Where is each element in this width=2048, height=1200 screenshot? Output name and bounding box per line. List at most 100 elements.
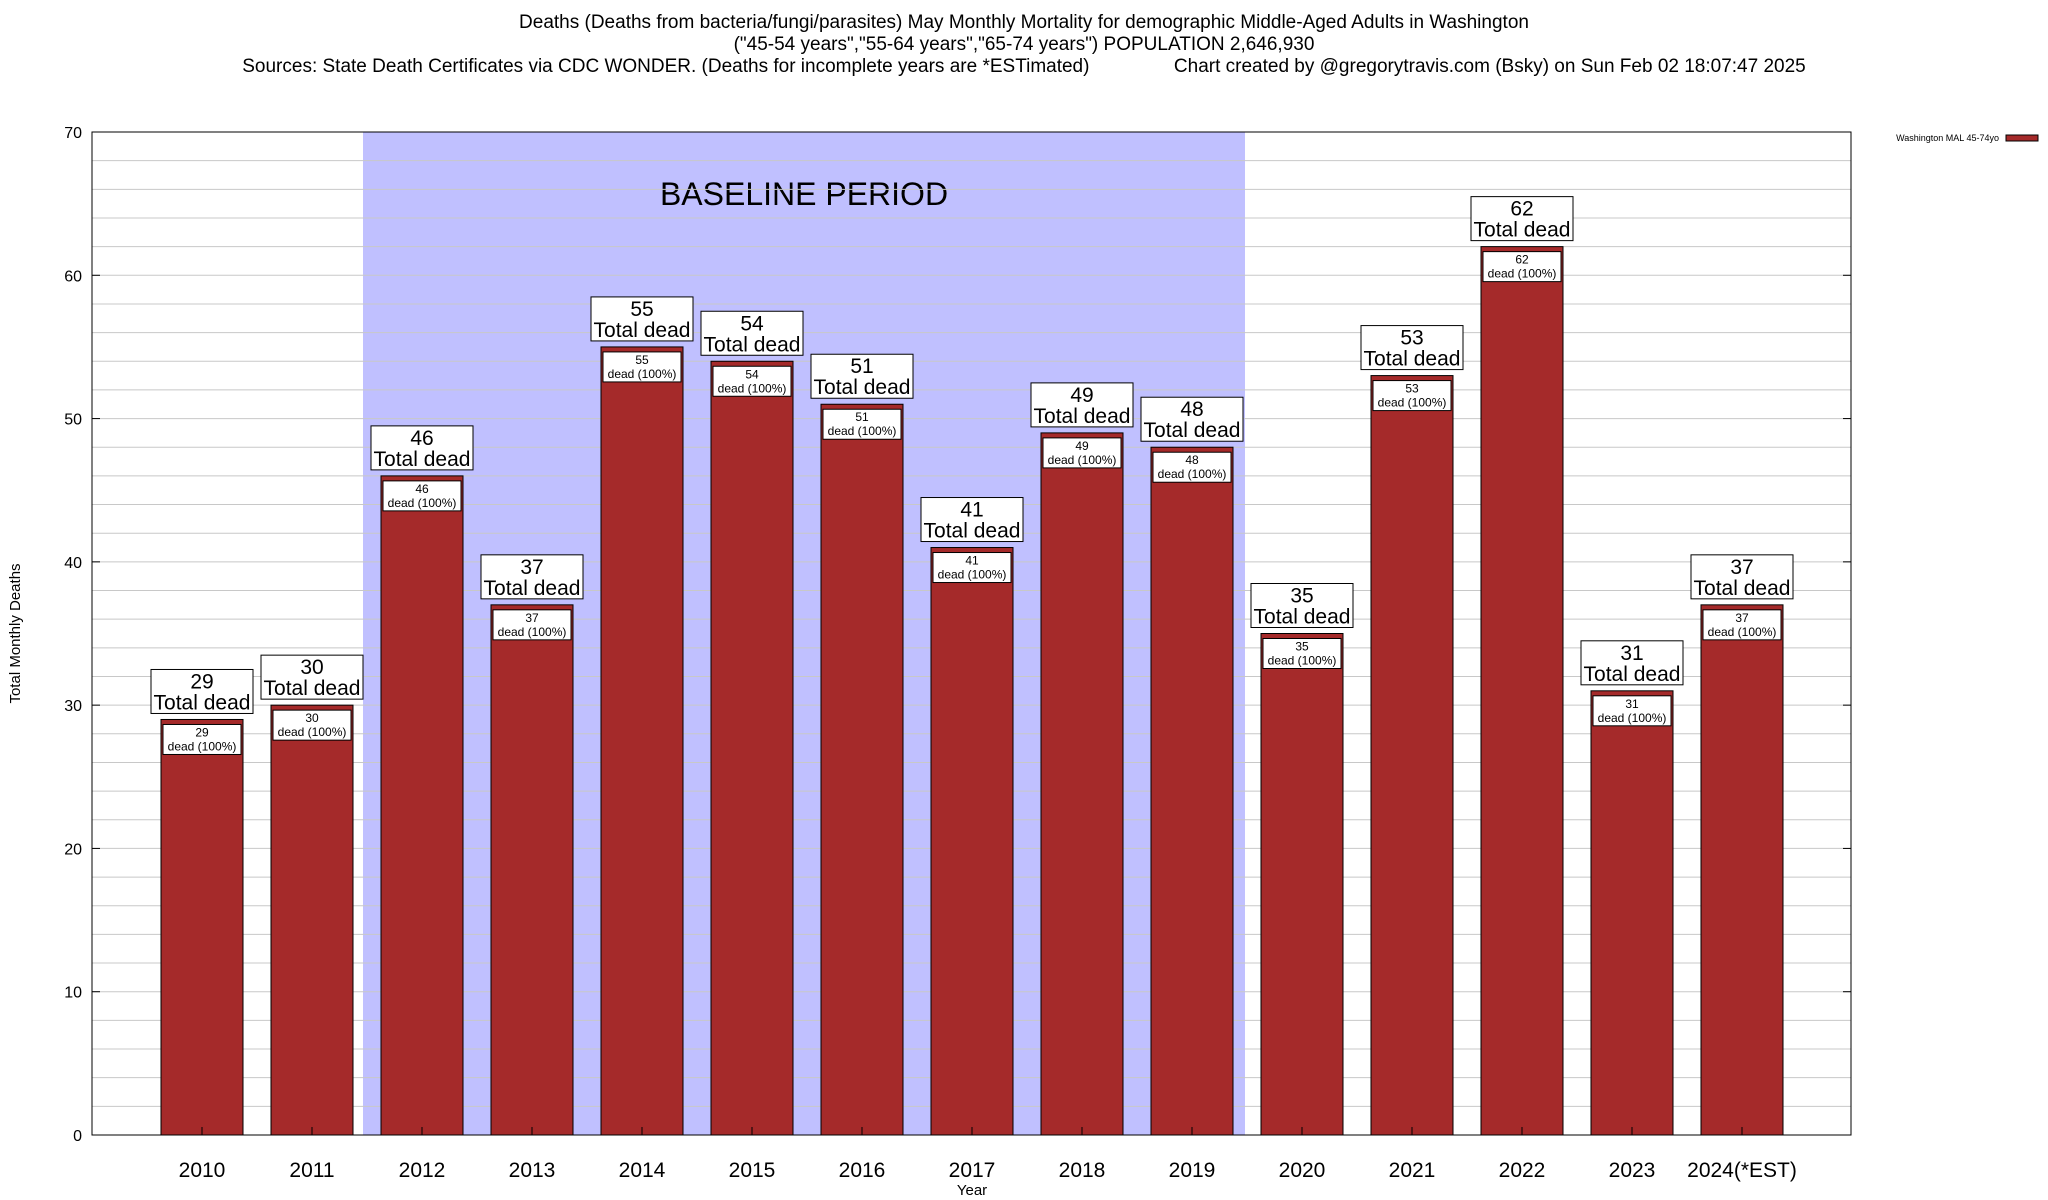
bar-inner-label-box <box>1042 437 1122 469</box>
y-tick-label: 20 <box>64 841 82 858</box>
bar-top-suffix-label: Total dead <box>1694 577 1791 600</box>
legend-swatch <box>2005 134 2039 142</box>
bar-inner-suffix-label: dead (100%) <box>1158 467 1227 481</box>
bar-top-suffix-label: Total dead <box>1364 348 1461 371</box>
bar <box>710 360 794 1136</box>
bar-inner-value-label: 54 <box>745 367 759 381</box>
bar-top-label-box <box>810 353 914 399</box>
bar-inner-value-label: 30 <box>305 711 319 725</box>
bar-top-suffix-label: Total dead <box>1584 663 1681 686</box>
bar-inner-value-label: 49 <box>1075 439 1089 453</box>
bar-top-label-box <box>700 310 804 356</box>
bar-inner-label-box <box>272 709 352 741</box>
bar-top-label-box <box>1140 396 1244 442</box>
bar-inner-suffix-label: dead (100%) <box>1268 654 1337 668</box>
chart-subtitle: ("45-54 years","55-64 years","65-74 year… <box>733 34 1315 55</box>
y-tick-label: 0 <box>73 1128 82 1145</box>
bar-inner-value-label: 46 <box>415 482 429 496</box>
bar-top-value-label: 49 <box>1070 384 1093 407</box>
bar-layer <box>160 246 1784 1136</box>
bar-inner-suffix-label: dead (100%) <box>168 739 237 753</box>
legend: Washington MAL 45-74yo <box>1896 133 2039 143</box>
bar-inner-label-box <box>822 408 902 440</box>
bar <box>930 547 1014 1136</box>
bar-inner-label-box <box>1372 380 1452 412</box>
bar-top-suffix-label: Total dead <box>264 677 361 700</box>
plot-border <box>91 131 1852 1136</box>
bar-inner-label-box <box>162 723 242 755</box>
bar-inner-value-label: 51 <box>855 410 869 424</box>
bar-top-label-box <box>1580 640 1684 686</box>
bar-top-value-label: 48 <box>1180 398 1203 421</box>
bar <box>270 704 354 1136</box>
bar-inner-label-box <box>932 552 1012 584</box>
bar-inner-suffix-label: dead (100%) <box>1488 267 1557 281</box>
x-tick-label: 2023 <box>1609 1159 1656 1182</box>
bar-inner-suffix-label: dead (100%) <box>278 725 347 739</box>
bar-inner-value-label: 48 <box>1185 453 1199 467</box>
bar <box>1040 432 1124 1136</box>
bar-top-label-box <box>1470 196 1574 242</box>
bar-top-label-box <box>480 554 584 600</box>
y-tick-label: 40 <box>64 555 82 572</box>
bar-inner-suffix-label: dead (100%) <box>388 496 457 510</box>
y-tick-label: 70 <box>64 125 82 142</box>
bar-inner-label-box <box>1592 695 1672 727</box>
bar-top-value-label: 29 <box>190 670 213 693</box>
axis-layer: 0 10 20 30 40 50 60 70 2010 2011 2012 2013 2014 2015 2… <box>7 125 1852 1199</box>
bar-top-label-box <box>370 425 474 471</box>
bar-inner-label-box <box>602 351 682 383</box>
bar-inner-label-box <box>712 365 792 397</box>
bar-inner-label-box <box>1702 609 1782 641</box>
bar-inner-value-label: 62 <box>1515 253 1529 267</box>
x-tick-label: 2016 <box>839 1159 886 1182</box>
x-tick-label: 2010 <box>179 1159 226 1182</box>
bar-top-value-label: 41 <box>960 499 983 522</box>
x-tick-label: 2013 <box>509 1159 556 1182</box>
bar-top-suffix-label: Total dead <box>814 376 911 399</box>
bar-top-suffix-label: Total dead <box>484 577 581 600</box>
bar-inner-suffix-label: dead (100%) <box>938 568 1007 582</box>
bar-inner-label-box <box>1262 638 1342 669</box>
bar <box>490 604 574 1136</box>
bar-top-label-box <box>1030 382 1134 428</box>
bar-top-label-box <box>1250 583 1354 628</box>
bar-inner-suffix-label: dead (100%) <box>1708 625 1777 639</box>
x-tick-label: 2015 <box>729 1159 776 1182</box>
bar <box>1590 690 1674 1136</box>
x-tick-label: 2021 <box>1389 1159 1436 1182</box>
bar <box>1700 604 1784 1136</box>
bar-top-suffix-label: Total dead <box>154 691 251 714</box>
bar-top-suffix-label: Total dead <box>1034 405 1131 428</box>
bar-inner-value-label: 37 <box>1735 611 1749 625</box>
bar-top-label-box <box>1360 325 1464 371</box>
chart-source: Sources: State Death Certificates via CD… <box>242 56 1806 77</box>
y-axis-label: Total Monthly Deaths <box>7 563 24 703</box>
x-tick-label: 2014 <box>619 1159 666 1182</box>
x-tick-label: 2024(*EST) <box>1687 1159 1797 1182</box>
bar-inner-suffix-label: dead (100%) <box>718 381 787 395</box>
x-tick-label: 2011 <box>289 1159 334 1182</box>
x-tick-label: 2018 <box>1059 1159 1106 1182</box>
bar <box>380 475 464 1136</box>
bar-top-suffix-label: Total dead <box>594 319 691 342</box>
bar-inner-value-label: 35 <box>1295 640 1309 654</box>
bar-top-value-label: 51 <box>850 355 873 378</box>
bar <box>1370 375 1454 1136</box>
bar-top-value-label: 55 <box>630 298 653 321</box>
bar <box>160 718 244 1136</box>
bar-inner-suffix-label: dead (100%) <box>1048 453 1117 467</box>
bar-top-label-box <box>1690 554 1794 600</box>
bar-inner-suffix-label: dead (100%) <box>1378 396 1447 410</box>
bar-inner-suffix-label: dead (100%) <box>498 625 567 639</box>
bar-top-label-box <box>920 497 1024 543</box>
bar-top-value-label: 30 <box>300 656 323 679</box>
legend-label: Washington MAL 45-74yo <box>1896 133 1999 143</box>
x-tick-label: 2022 <box>1499 1159 1546 1182</box>
bar-top-value-label: 31 <box>1620 642 1643 665</box>
bar-top-label-box <box>150 668 254 714</box>
bar-inner-label-box <box>1152 451 1232 483</box>
y-tick-label: 50 <box>64 412 82 429</box>
